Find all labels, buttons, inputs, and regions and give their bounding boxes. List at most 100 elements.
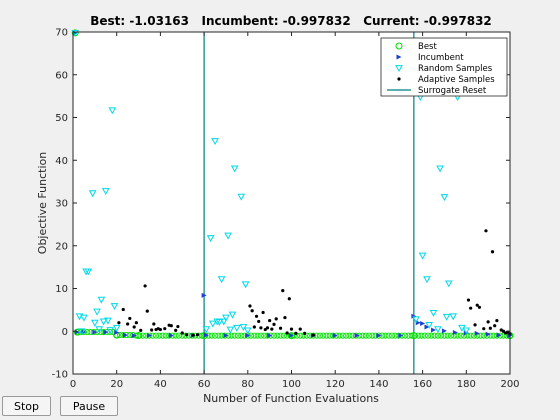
random-sample-point [106, 327, 114, 334]
y-tick-label: 30 [55, 199, 68, 210]
random-sample-point [228, 311, 237, 319]
random-sample-point [91, 319, 99, 327]
random-sample-point [241, 281, 250, 289]
best-point [159, 332, 166, 339]
best-point [156, 332, 163, 339]
best-point [418, 332, 425, 339]
incumbent-point [131, 333, 137, 339]
x-tick-label: 180 [457, 379, 476, 390]
best-point [431, 332, 438, 339]
random-sample-point [239, 324, 248, 332]
adaptive-sample-point [265, 326, 270, 330]
incumbent-point [289, 333, 294, 339]
random-sample-point [101, 188, 110, 196]
best-point [251, 332, 258, 339]
best-point [274, 332, 281, 339]
legend-marker [397, 77, 401, 81]
best-point [136, 332, 143, 339]
random-sample-point [97, 296, 106, 304]
x-tick-label: 100 [282, 379, 301, 390]
y-tick-label: 20 [55, 241, 68, 252]
best-point [152, 332, 160, 339]
best-point [428, 332, 435, 339]
y-tick-label: 10 [55, 284, 68, 295]
y-tick-label: 40 [55, 156, 68, 167]
random-sample-point [243, 327, 252, 335]
best-point [362, 332, 369, 339]
adaptive-sample-point [303, 331, 307, 335]
best-point [182, 332, 189, 339]
adaptive-sample-point [248, 304, 252, 308]
incumbent-point [354, 333, 360, 339]
x-tick-label: 200 [500, 379, 519, 390]
best-point [175, 332, 183, 339]
adaptive-sample-point [152, 322, 156, 326]
best-point [215, 332, 222, 339]
adaptive-sample-point [180, 331, 184, 335]
best-point [326, 332, 333, 339]
legend-label: Random Samples [418, 64, 493, 74]
incumbent-point [424, 324, 430, 330]
adaptive-sample-point [150, 328, 154, 332]
best-point [392, 332, 399, 339]
adaptive-sample-point [185, 333, 189, 337]
best-point [454, 332, 461, 339]
stop-button[interactable]: Stop [2, 396, 51, 416]
random-sample-point [71, 29, 80, 37]
best-point [477, 332, 484, 339]
adaptive-sample-point [482, 327, 486, 331]
best-point [447, 332, 455, 339]
pause-button[interactable]: Pause [60, 396, 118, 416]
adaptive-sample-point [490, 250, 495, 254]
random-sample-point [219, 318, 228, 326]
incumbent-point [103, 329, 109, 335]
best-point [438, 332, 445, 339]
axis-ticks: 0 20 40 60 80 100 120 140 160 180 200-100102030405… [52, 28, 520, 391]
incumbent-point [485, 331, 491, 337]
adaptive-sample-point [270, 327, 274, 331]
adaptive-sample-point [287, 297, 291, 301]
adaptive-sample-point [139, 328, 143, 332]
adaptive-sample-point [473, 323, 477, 327]
adaptive-sample-point [195, 333, 200, 337]
best-point [234, 332, 242, 339]
random-sample-point [222, 314, 230, 322]
adaptive-sample-point [132, 325, 136, 329]
x-tick-label: 80 [241, 379, 254, 390]
y-tick-label: 0 [62, 327, 68, 338]
adaptive-sample-point [285, 331, 289, 335]
best-point [310, 332, 317, 339]
adaptive-sample-point [263, 327, 267, 332]
best-point [195, 332, 202, 339]
best-point [411, 332, 419, 339]
x-tick-label: 160 [413, 379, 432, 390]
random-sample-point [444, 280, 453, 288]
best-point [388, 332, 396, 339]
best-point [444, 332, 451, 339]
best-point [303, 332, 310, 339]
best-point [375, 332, 382, 339]
random-sample-point [237, 193, 246, 201]
adaptive-sample-point [121, 307, 125, 312]
best-point [441, 332, 448, 339]
random-sample-point [233, 324, 241, 332]
best-point [238, 332, 245, 339]
random-sample-point [211, 138, 219, 146]
best-point [257, 332, 264, 339]
x-tick-label: 20 [110, 379, 123, 390]
incumbent-point [474, 330, 480, 336]
random-sample-point [208, 320, 217, 328]
random-sample-point [449, 313, 458, 321]
adaptive-sample-point [134, 321, 138, 325]
incumbent-point [92, 329, 98, 335]
adaptive-sample-point [278, 326, 283, 330]
best-point [415, 332, 422, 339]
random-sample-point [104, 317, 112, 325]
incumbent-point [431, 327, 437, 333]
random-sample-point [88, 190, 97, 198]
x-tick-label: 120 [326, 379, 345, 390]
random-sample-point [202, 326, 211, 334]
x-tick-label: 40 [154, 379, 167, 390]
random-sample-point [436, 165, 444, 173]
random-sample-point [440, 194, 449, 202]
